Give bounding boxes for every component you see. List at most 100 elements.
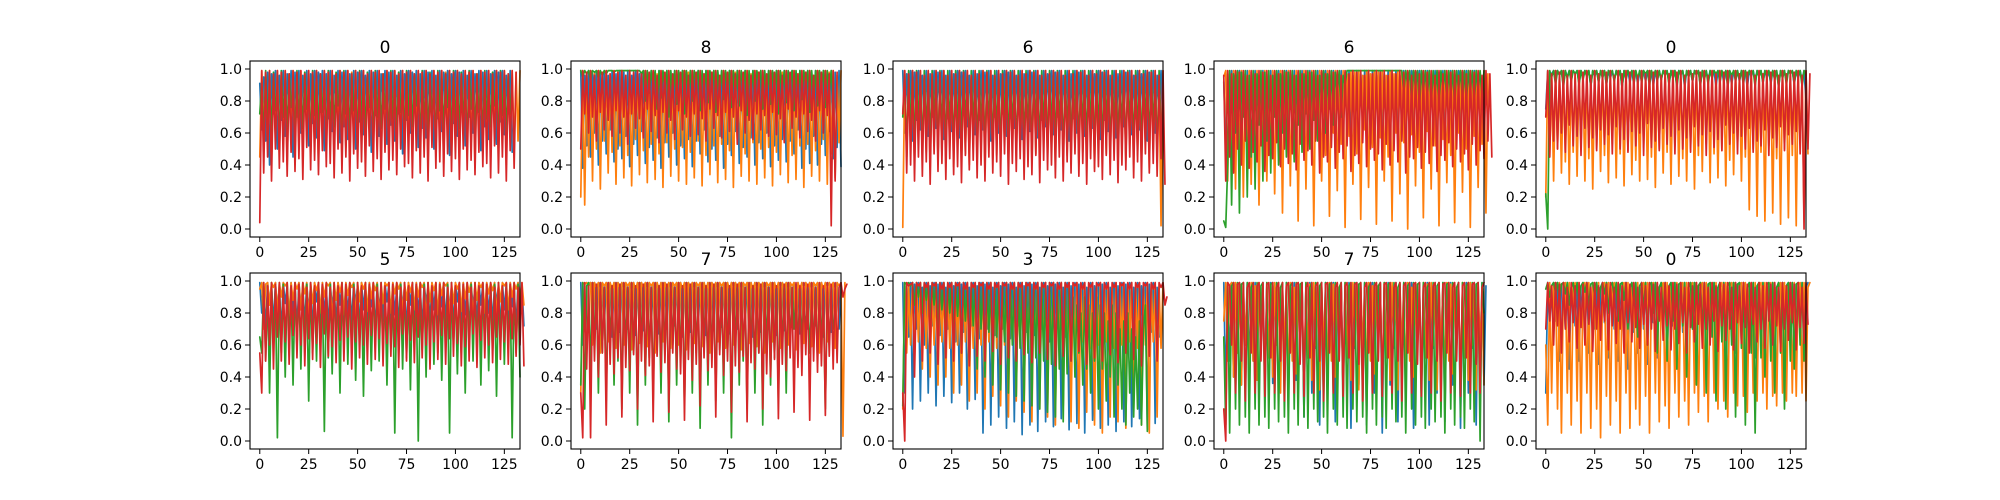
x-tick-label: 25 [621,457,639,473]
subplot-panels: 0 25 50 75 100 125 0.0 0.2 0.4 0.6 0.8 1.0 0 0 25 50 75 1… [220,38,1811,473]
y-tick-label: 0.4 [1184,370,1206,386]
x-tick-label: 0 [576,245,585,261]
x-tick-label: 100 [763,245,790,261]
x-tick-label: 75 [1041,457,1059,473]
x-tick-label: 50 [1635,457,1653,473]
subplot-panel: 0 25 50 75 100 125 0.0 0.2 0.4 0.6 0.8 1.0 0 [1506,250,1811,473]
x-tick-label: 50 [670,245,688,261]
x-tick-label: 125 [1777,457,1804,473]
axes-frame [892,60,1164,238]
y-tick-label: 0.6 [863,126,885,142]
y-tick-label: 1.0 [1184,62,1206,78]
y-tick-label: 1.0 [220,274,242,290]
y-tick-label: 0.8 [220,306,242,322]
y-tick-label: 0.6 [541,126,563,142]
y-tick-label: 0.4 [1506,158,1528,174]
x-tick-label: 125 [491,245,518,261]
x-tick-label: 75 [1362,245,1380,261]
x-tick-label: 75 [1362,457,1380,473]
y-tick-label: 0.6 [220,126,242,142]
x-tick-label: 100 [442,245,469,261]
x-tick-label: 25 [1586,457,1604,473]
subplot-panel: 0 25 50 75 100 125 0.0 0.2 0.4 0.6 0.8 1.0 0 [1506,38,1811,261]
x-tick-label: 0 [255,245,264,261]
x-tick-label: 0 [1541,457,1550,473]
x-tick-label: 25 [943,457,961,473]
x-tick-label: 25 [943,245,961,261]
x-tick-label: 125 [491,457,518,473]
y-tick-label: 0.8 [541,306,563,322]
y-tick-label: 0.6 [1184,338,1206,354]
y-tick-label: 0.8 [220,94,242,110]
x-tick-label: 0 [576,457,585,473]
x-tick-label: 125 [812,245,839,261]
x-tick-label: 25 [1264,245,1282,261]
x-tick-label: 0 [898,457,907,473]
y-tick-label: 0.6 [220,338,242,354]
x-tick-label: 125 [1134,245,1161,261]
x-tick-label: 0 [1219,245,1228,261]
x-tick-label: 100 [763,457,790,473]
y-tick-label: 0.8 [863,306,885,322]
x-tick-label: 125 [1134,457,1161,473]
y-tick-label: 0.6 [1506,338,1528,354]
subplot-title: 0 [1666,250,1677,270]
series-line [1222,69,1485,229]
y-tick-label: 0.4 [863,158,885,174]
axes-frame [1535,60,1807,238]
x-tick-label: 50 [1313,245,1331,261]
x-tick-label: 100 [442,457,469,473]
y-tick-label: 0.6 [863,338,885,354]
y-tick-label: 0.8 [541,94,563,110]
subplot-panel: 0 25 50 75 100 125 0.0 0.2 0.4 0.6 0.8 1.0 6 [863,38,1166,261]
subplot-panel: 0 25 50 75 100 125 0.0 0.2 0.4 0.6 0.8 1.0 6 [1184,38,1493,261]
x-tick-label: 0 [1219,457,1228,473]
x-tick-label: 0 [1541,245,1550,261]
y-tick-label: 0.0 [220,222,242,238]
x-tick-label: 50 [670,457,688,473]
subplot-panel: 0 25 50 75 100 125 0.0 0.2 0.4 0.6 0.8 1.0 8 [541,38,842,261]
x-tick-label: 50 [992,457,1010,473]
series-line [1544,69,1811,230]
y-tick-label: 0.8 [1506,94,1528,110]
y-tick-label: 0.2 [1506,402,1528,418]
series-line [1544,281,1809,354]
axes-frame [570,272,842,450]
x-tick-label: 25 [300,457,318,473]
y-tick-label: 0.0 [863,434,885,450]
y-tick-label: 1.0 [541,62,563,78]
y-tick-label: 0.4 [1506,370,1528,386]
subplot-title: 3 [1023,250,1034,270]
y-tick-label: 0.6 [541,338,563,354]
y-tick-label: 0.2 [1184,190,1206,206]
axes-frame [570,60,842,238]
series-line [1222,281,1485,442]
x-tick-label: 25 [1264,457,1282,473]
axes-frame [249,272,521,450]
y-tick-label: 0.6 [1506,126,1528,142]
subplot-panel: 0 25 50 75 100 125 0.0 0.2 0.4 0.6 0.8 1.0 7 [541,250,848,473]
subplot-title: 0 [380,38,391,58]
x-tick-label: 25 [300,245,318,261]
y-tick-label: 1.0 [1506,274,1528,290]
y-tick-label: 0.2 [541,190,563,206]
y-tick-label: 0.6 [1184,126,1206,142]
x-tick-label: 50 [992,245,1010,261]
x-tick-label: 75 [398,245,416,261]
x-tick-label: 100 [1728,457,1755,473]
x-tick-label: 75 [1041,245,1059,261]
subplot-title: 6 [1023,38,1034,58]
x-tick-label: 100 [1085,245,1112,261]
series-line [579,281,848,439]
series-line [579,69,838,227]
y-tick-label: 1.0 [863,62,885,78]
subplot-title: 7 [701,250,712,270]
y-tick-label: 0.0 [541,434,563,450]
subplot-title: 0 [1666,38,1677,58]
y-tick-label: 1.0 [1506,62,1528,78]
axes-frame [1213,272,1485,450]
x-tick-label: 100 [1085,457,1112,473]
x-tick-label: 50 [1635,245,1653,261]
subplot-panel: 0 25 50 75 100 125 0.0 0.2 0.4 0.6 0.8 1.0 3 [863,250,1168,473]
